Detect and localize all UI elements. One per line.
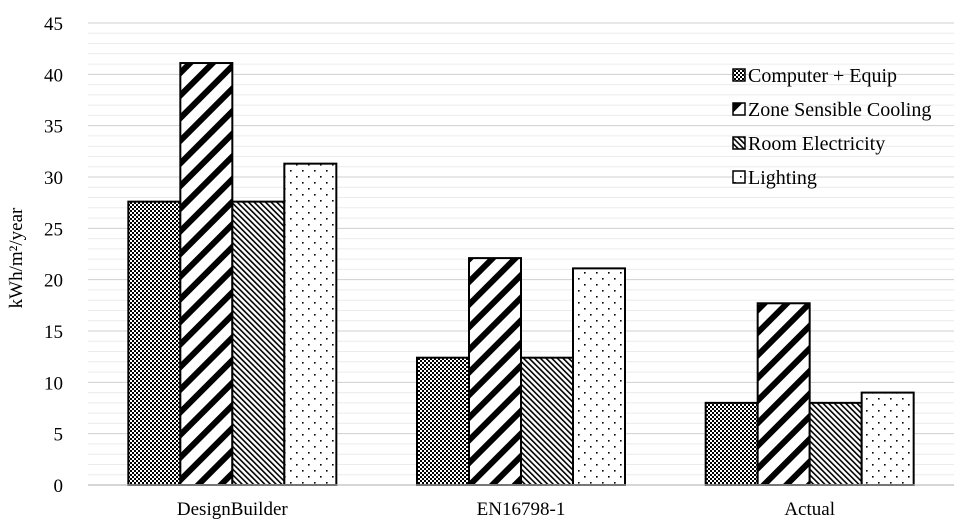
y-tick-label: 25 [44,219,63,240]
bar [704,401,759,486]
x-tick-label: DesignBuilder [177,499,288,520]
bar [231,200,286,486]
legend-swatch [732,68,746,82]
legend-label: Computer + Equip [748,65,897,87]
y-tick-label: 30 [44,168,63,189]
bar [283,162,338,487]
bar [520,356,574,486]
x-tick-label: Actual [784,499,835,520]
bar [860,391,915,487]
y-tick-label: 15 [44,322,63,343]
x-tick-label: EN16798-1 [477,499,566,520]
legend-label: Zone Sensible Cooling [748,99,931,121]
bars [127,62,915,487]
y-tick-label: 45 [44,14,63,35]
y-tick-label: 0 [54,476,64,497]
y-tick-label: 5 [54,425,64,446]
y-tick-label: 40 [44,65,63,86]
legend-label: Lighting [748,167,817,189]
legend-label: Room Electricity [748,133,885,155]
bar [572,267,626,486]
bar [756,302,811,486]
axes: 0 5 10 15 20 25 30 35 40 45 DesignBuilder EN16798-1… [44,14,954,520]
bar [468,257,522,486]
y-tick-label: 20 [44,271,63,292]
y-axis-title: kWh/m²/year [6,207,27,308]
bar [179,62,234,486]
y-tick-label: 35 [44,117,63,138]
legend: Computer + Equip Zone Sensible Cooling Roo… [732,65,931,189]
legend-swatch [732,102,746,116]
legend-swatch [732,136,746,150]
bar [808,401,863,486]
y-tick-label: 10 [44,373,63,394]
legend-swatch [732,170,746,184]
bar [127,200,182,486]
bar [416,356,470,486]
